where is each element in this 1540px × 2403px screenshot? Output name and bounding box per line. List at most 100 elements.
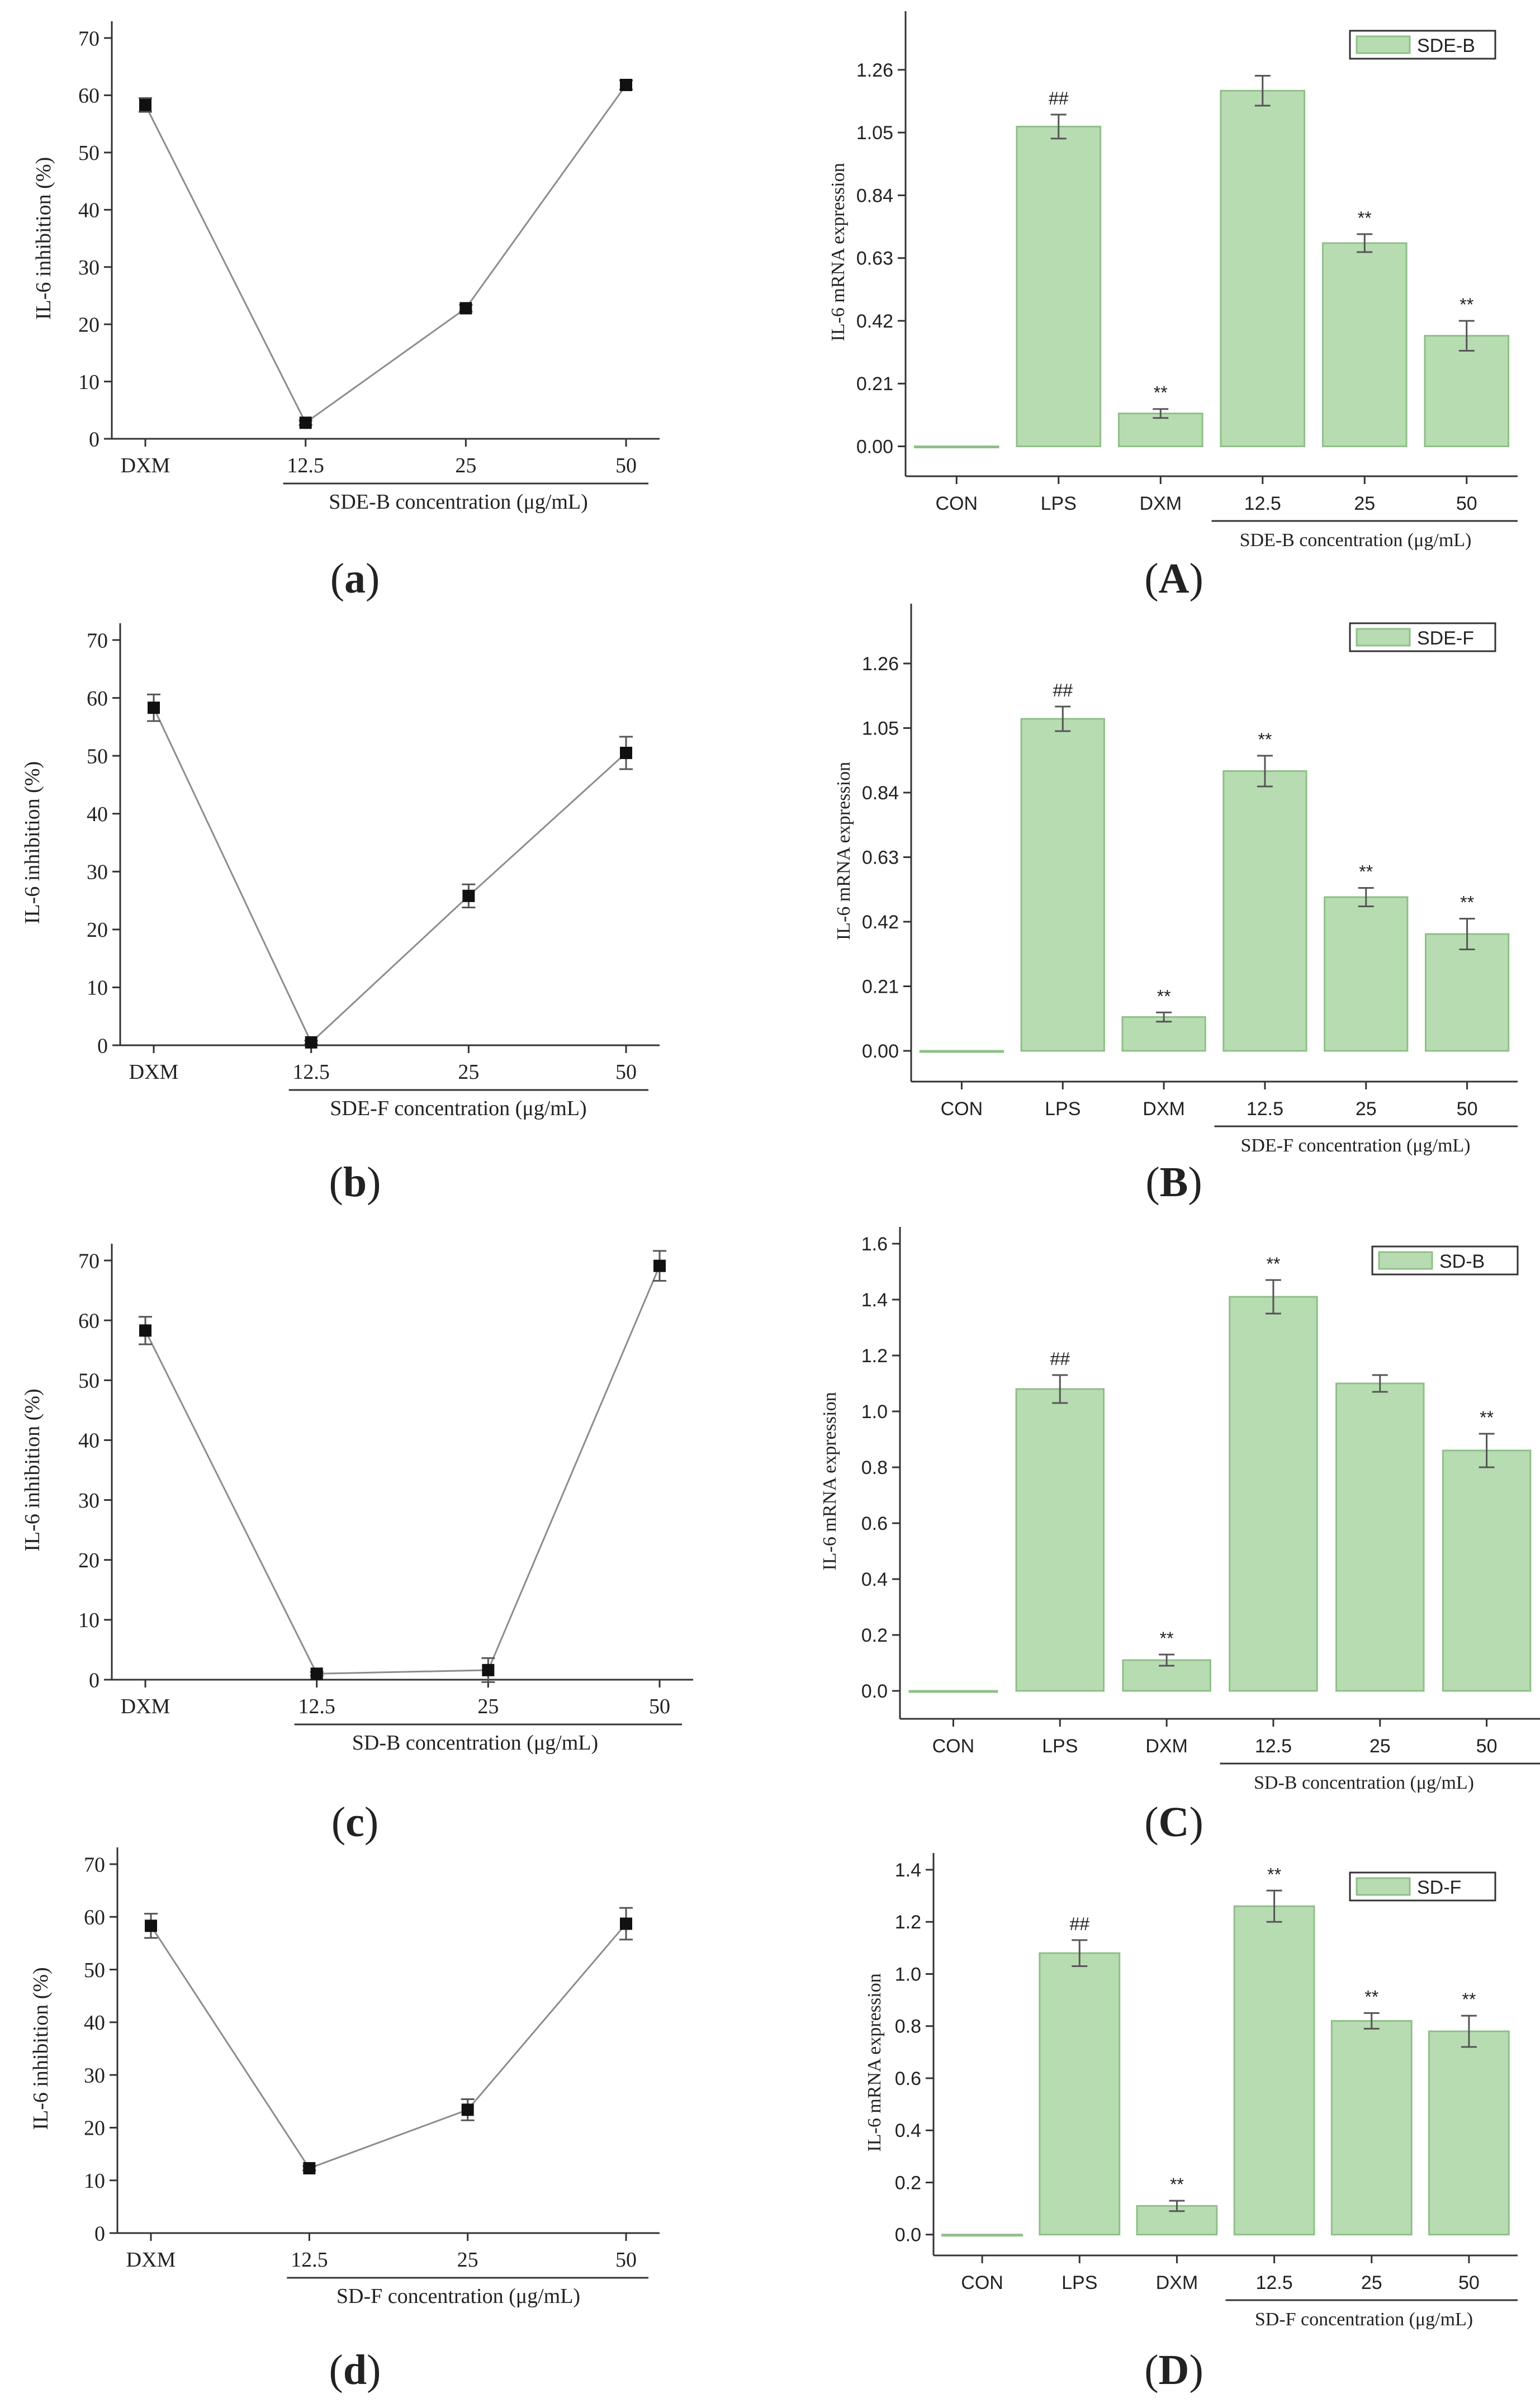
y-tick-label: 10 bbox=[78, 371, 99, 394]
bar-CON bbox=[913, 445, 999, 449]
x-tick-label: LPS bbox=[1045, 1098, 1081, 1120]
x-tick-label: 12.5 bbox=[1255, 1736, 1292, 1757]
panel-label-letter: a bbox=[344, 555, 366, 602]
bar-50 bbox=[1428, 2030, 1510, 2236]
y-tick-label: 0.42 bbox=[862, 912, 899, 933]
bar-25 bbox=[1335, 1382, 1425, 1692]
series-line bbox=[144, 1266, 661, 1675]
y-tick-label: 0.84 bbox=[856, 185, 893, 206]
x-tick-label: 12.5 bbox=[287, 454, 324, 477]
y-tick-label: 20 bbox=[78, 313, 99, 336]
y-axis-title: IL-6 mRNA expression bbox=[828, 163, 849, 341]
data-point-12.5 bbox=[303, 2162, 316, 2175]
bar-12.5 bbox=[1220, 89, 1306, 448]
data-point-25 bbox=[462, 889, 475, 902]
y-tick-label: 0.21 bbox=[862, 976, 899, 997]
panel-label-open: ( bbox=[1144, 2347, 1158, 2393]
significance-mark: ## bbox=[1050, 1349, 1070, 1369]
x-tick-label: CON bbox=[961, 2272, 1003, 2293]
panel-label: (c) bbox=[331, 1799, 378, 1846]
y-tick-label: 0.8 bbox=[861, 1457, 888, 1478]
y-axis-title: IL-6 inhibition (%) bbox=[21, 761, 44, 924]
chart-panel-b: 0 10 20 30 40 50 60 70 IL-6 inhibition (%) DXM 12.… bbox=[21, 623, 660, 1206]
panel-label-close: ) bbox=[366, 555, 380, 602]
y-tick-label: 0.0 bbox=[861, 1681, 888, 1702]
y-tick-label: 60 bbox=[78, 84, 99, 108]
panel-label-open: ( bbox=[329, 2347, 343, 2393]
panel-label-close: ) bbox=[1189, 2347, 1203, 2393]
panel-label-open: ( bbox=[1144, 1799, 1158, 1846]
significance-mark: ** bbox=[1460, 893, 1474, 913]
panel-label: (B) bbox=[1145, 1159, 1202, 1206]
significance-mark: ** bbox=[1462, 1989, 1476, 2009]
x-tick-label: CON bbox=[932, 1736, 975, 1757]
significance-mark: ** bbox=[1157, 986, 1171, 1006]
x-tick-label: DXM bbox=[129, 1060, 179, 1084]
data-point-50 bbox=[620, 78, 632, 91]
data-point-DXM bbox=[139, 98, 151, 111]
series-line bbox=[153, 707, 627, 1044]
x-axis-title: SDE-F concentration (μg/mL) bbox=[330, 1097, 586, 1120]
y-tick-label: 70 bbox=[87, 629, 108, 652]
y-tick-label: 0.2 bbox=[861, 1625, 888, 1646]
x-tick-label: DXM bbox=[126, 2248, 176, 2272]
y-tick-label: 20 bbox=[78, 1549, 99, 1572]
significance-mark: ** bbox=[1460, 295, 1473, 315]
bar-25 bbox=[1321, 242, 1408, 448]
significance-mark: ## bbox=[1069, 1914, 1089, 1934]
y-tick-label: 0.4 bbox=[861, 1569, 888, 1590]
y-axis-title: IL-6 inhibition (%) bbox=[32, 157, 55, 320]
y-tick-label: 40 bbox=[84, 2011, 105, 2035]
x-axis-title: SDE-F concentration (μg/mL) bbox=[1240, 1135, 1470, 1156]
x-tick-label: 50 bbox=[1457, 1098, 1478, 1120]
x-tick-label: 25 bbox=[1370, 1736, 1391, 1757]
data-point-DXM bbox=[145, 1919, 157, 1932]
chart-panel-D: 0.0 0.2 0.4 0.6 0.8 1.0 1.2 1.4 IL-6 mRNA expres… bbox=[864, 1853, 1518, 2393]
significance-mark: ** bbox=[1170, 2174, 1184, 2195]
panel-label-letter: D bbox=[1159, 2347, 1190, 2393]
x-tick-label: DXM bbox=[1143, 1098, 1185, 1120]
panel-label-letter: b bbox=[343, 1159, 367, 1206]
x-axis-title: SDE-B concentration (μg/mL) bbox=[329, 490, 588, 514]
significance-mark: ** bbox=[1364, 1987, 1378, 2007]
bar-50 bbox=[1442, 1449, 1532, 1692]
significance-mark: ## bbox=[1049, 88, 1069, 108]
panel-label-letter: A bbox=[1159, 555, 1190, 602]
y-tick-label: 10 bbox=[78, 1609, 99, 1632]
data-point-50 bbox=[653, 1259, 666, 1272]
x-tick-label: 12.5 bbox=[1247, 1098, 1283, 1120]
y-tick-label: 50 bbox=[78, 1369, 99, 1393]
y-tick-label: 1.05 bbox=[862, 718, 899, 739]
y-tick-label: 30 bbox=[78, 256, 99, 279]
y-tick-label: 50 bbox=[87, 745, 108, 768]
x-tick-label: LPS bbox=[1062, 2272, 1097, 2293]
chart-panel-C: 0.0 0.2 0.4 0.6 0.8 1.0 1.2 1.4 1.6 IL-6 mRNA exp… bbox=[819, 1227, 1540, 1846]
x-tick-label: 50 bbox=[615, 1060, 637, 1084]
y-tick-label: 70 bbox=[78, 1249, 99, 1273]
panel-label-close: ) bbox=[367, 2347, 381, 2393]
x-tick-label: 12.5 bbox=[298, 1695, 335, 1718]
x-axis-title: SD-B concentration (μg/mL) bbox=[352, 1731, 598, 1755]
x-tick-label: DXM bbox=[1156, 2272, 1198, 2293]
panel-label: (d) bbox=[329, 2347, 381, 2393]
data-point-25 bbox=[482, 1663, 495, 1676]
data-point-50 bbox=[620, 746, 632, 759]
bar-LPS bbox=[1015, 1388, 1105, 1692]
data-point-25 bbox=[461, 2103, 474, 2116]
panel-label: (A) bbox=[1144, 555, 1203, 602]
x-tick-label: 25 bbox=[458, 1060, 479, 1084]
legend-label: SD-B bbox=[1439, 1251, 1485, 1272]
significance-mark: ** bbox=[1358, 208, 1372, 228]
legend-swatch bbox=[1356, 1877, 1411, 1896]
x-tick-label: DXM bbox=[1139, 493, 1182, 514]
panel-label-close: ) bbox=[1189, 555, 1203, 602]
data-point-DXM bbox=[148, 702, 160, 714]
x-tick-label: 25 bbox=[457, 2248, 478, 2272]
legend-swatch bbox=[1356, 628, 1411, 647]
x-tick-label: 25 bbox=[455, 454, 476, 477]
panel-label: (D) bbox=[1144, 2347, 1203, 2393]
x-axis-title: SD-F concentration (μg/mL) bbox=[337, 2284, 580, 2308]
bar-12.5 bbox=[1222, 770, 1307, 1052]
bar-12.5 bbox=[1233, 1905, 1315, 2236]
